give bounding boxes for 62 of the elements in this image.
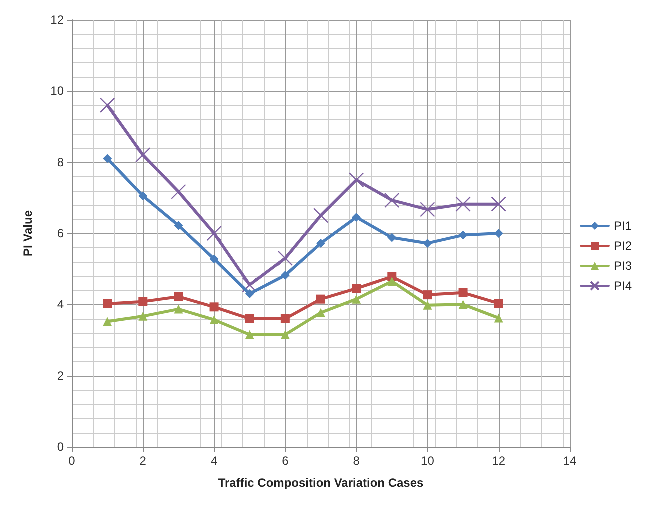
point (423, 290, 432, 300)
point (280, 270, 290, 280)
x-tick-label: 6 (282, 454, 290, 468)
point (210, 302, 219, 312)
point (100, 98, 116, 113)
point (174, 221, 184, 230)
point (245, 314, 254, 324)
y-tick-label: 0 (57, 440, 64, 454)
y-tick-label: 2 (57, 368, 64, 383)
point (494, 314, 504, 323)
point (352, 294, 362, 304)
point (245, 330, 254, 340)
x-tick-label: 12 (492, 454, 506, 468)
x-tick-label: 4 (210, 454, 218, 468)
x-tick-label: 2 (140, 454, 147, 468)
point (210, 315, 219, 324)
point (138, 192, 148, 201)
x-axis-title: Traffic Composition Variation Cases (218, 476, 424, 490)
legend-label: PI4 (614, 279, 632, 293)
point (138, 312, 148, 321)
point (316, 294, 326, 304)
point (458, 288, 468, 298)
point (316, 238, 326, 248)
point (316, 308, 326, 318)
point (138, 297, 148, 306)
legend-label: PI1 (614, 219, 632, 233)
point (103, 154, 112, 164)
point (280, 330, 290, 340)
x-tick-label: 8 (353, 454, 360, 468)
point (494, 299, 504, 308)
point (280, 314, 290, 324)
y-axis-title: PI Value (21, 210, 35, 257)
point (388, 277, 397, 286)
y-tick-label: 4 (57, 298, 64, 312)
point (388, 233, 397, 242)
point (352, 212, 362, 222)
point (136, 148, 151, 163)
legend-label: PI3 (614, 259, 632, 273)
point (210, 254, 219, 264)
point (245, 289, 254, 298)
y-tick-label: 12 (50, 13, 64, 27)
x-tick-label: 10 (421, 454, 435, 468)
point (174, 292, 184, 302)
legend-label: PI2 (614, 239, 632, 253)
point (384, 192, 400, 208)
point (103, 299, 112, 308)
point (423, 238, 432, 248)
point (352, 284, 362, 294)
point (174, 304, 184, 314)
point (423, 300, 432, 310)
y-tick-label: 6 (57, 226, 64, 240)
point (278, 250, 294, 266)
point (456, 196, 471, 212)
point (458, 300, 468, 310)
x-tick-label: 14 (563, 454, 577, 468)
point (491, 196, 506, 212)
point (348, 172, 364, 188)
point (103, 317, 112, 326)
point (420, 202, 436, 218)
y-tick-label: 10 (50, 84, 64, 98)
y-tick-label: 8 (57, 155, 64, 170)
x-tick-label: 0 (68, 454, 76, 468)
